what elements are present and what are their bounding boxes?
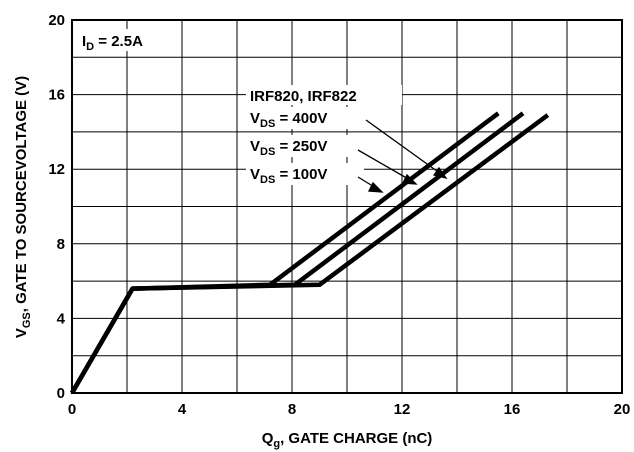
y-tick-label: 20 — [48, 12, 65, 29]
condition-label: ID = 2.5A — [82, 33, 143, 53]
x-tick-label: 8 — [288, 401, 296, 418]
y-tick-labels: 0 4 8 12 16 20 — [48, 12, 65, 402]
y-axis-title: VGS, GATE TO SOURCEVOLTAGE (V) — [13, 76, 33, 338]
plot-frame — [71, 19, 623, 394]
legend-device-label: IRF820, IRF822 — [250, 88, 357, 105]
y-tick-label: 12 — [48, 161, 65, 178]
legend-entry-3-background — [246, 163, 364, 185]
arrow-250v — [357, 149, 411, 181]
x-axis-title: Qg, GATE CHARGE (nC) — [262, 430, 433, 450]
condition-label-background — [78, 29, 154, 51]
x-tick-label: 4 — [178, 401, 187, 418]
legend-entry-2: VDS = 250V — [250, 138, 327, 158]
legend-device-background — [246, 85, 402, 105]
y-tick-label: 8 — [57, 236, 65, 253]
x-tick-label: 0 — [68, 401, 76, 418]
y-tick-label: 4 — [57, 310, 66, 327]
y-tick-label: 0 — [57, 385, 65, 402]
series-line-3 — [70, 111, 500, 395]
legend-entry-1: VDS = 400V — [250, 110, 327, 130]
legend-entry-3: VDS = 100V — [250, 166, 327, 186]
legend-entry-2-background — [246, 135, 364, 157]
arrow-100v-head — [367, 181, 384, 193]
legend-entry-1-background — [246, 107, 364, 129]
series-lines — [70, 111, 550, 395]
x-tick-labels: 0 4 8 12 16 20 — [68, 401, 631, 418]
x-tick-label: 20 — [614, 401, 631, 418]
x-tick-label: 16 — [504, 401, 521, 418]
grid-lines — [72, 20, 622, 393]
x-tick-label: 12 — [394, 401, 411, 418]
y-tick-label: 16 — [48, 87, 65, 104]
